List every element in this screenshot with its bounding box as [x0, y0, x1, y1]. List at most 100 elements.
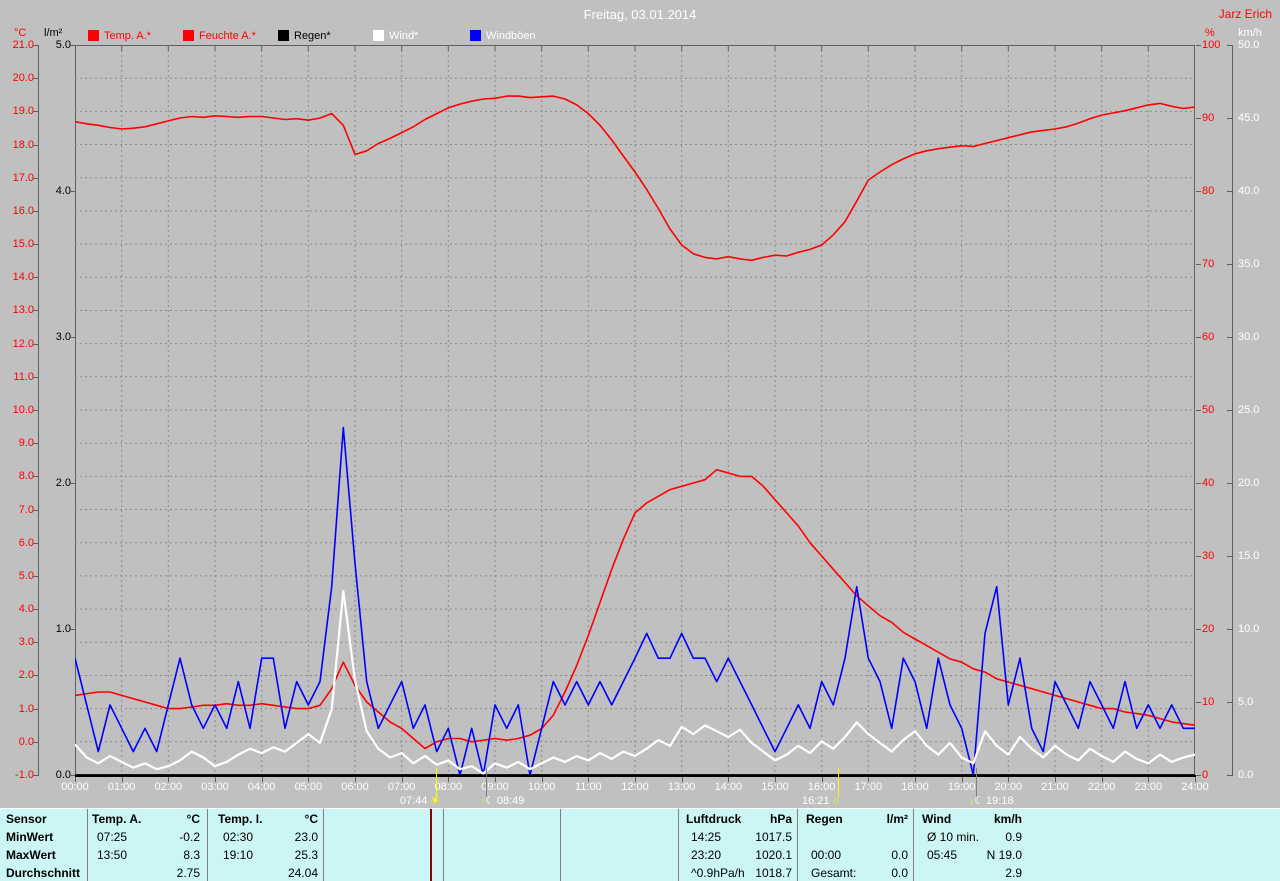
table-column-header: Luftdruck hPa — [686, 810, 792, 828]
y-tick-label: -1.0 — [15, 769, 34, 781]
legend-item: Feuchte A.* — [183, 29, 256, 42]
x-tick-label: 22:00 — [1087, 781, 1116, 793]
y-tick-label: 9.0 — [18, 437, 34, 450]
legend-label: Temp. A.* — [104, 29, 152, 42]
hour-tick — [1101, 777, 1103, 782]
axis-tick — [33, 45, 38, 46]
axis-tick — [1227, 775, 1232, 776]
hour-tick — [261, 777, 263, 782]
y-tick-label: 14.0 — [12, 271, 34, 284]
column-unit: l/m² — [886, 812, 908, 826]
legend-swatch-5 — [470, 30, 481, 41]
table-row-labels: Sensor MinWert MaxWert Durchschnitt — [6, 810, 84, 881]
x-tick-label: 01:00 — [107, 781, 136, 793]
x-tick-label: 19:00 — [947, 781, 976, 793]
cell-time: 00:00 — [811, 848, 842, 862]
x-tick-label: 04:00 — [247, 781, 276, 793]
legend-swatch-3 — [278, 30, 289, 41]
cell-value: 0.0 — [891, 848, 908, 862]
legend-item: Windböen — [470, 29, 536, 42]
x-tick-label: 16:00 — [807, 781, 836, 793]
x-tick-label: 03:00 — [201, 781, 229, 793]
x-tick-label: 05:00 — [294, 781, 323, 793]
y-tick-label: 80 — [1202, 185, 1215, 197]
hour-tick — [868, 777, 870, 782]
column-unit: km/h — [993, 812, 1022, 826]
moonrise-marker-line — [486, 768, 488, 797]
y-tick-label: 18.0 — [12, 138, 34, 151]
cell-value: 1020.1 — [755, 848, 792, 862]
table-column-temp-a-: Temp. A. °C 07:25 -0.2 13:50 8.3 2.75 — [92, 810, 200, 881]
x-tick-label: 14:00 — [714, 781, 743, 793]
axis-tick — [33, 741, 38, 743]
legend-swatch-1 — [88, 30, 99, 41]
y-tick-label: 40 — [1202, 477, 1215, 489]
axis-tick — [70, 775, 75, 776]
x-tick-label: 11:00 — [574, 781, 602, 793]
column-unit: °C — [304, 812, 318, 826]
y-tick-label: 1.0 — [55, 623, 71, 635]
x-tick-label: 10:00 — [527, 781, 556, 793]
y-tick-label: 5.0 — [18, 569, 34, 582]
y-tick-label: 3.0 — [18, 636, 34, 649]
table-row: 14:25 1017.5 — [686, 828, 792, 846]
cell-value: N 19.0 — [986, 848, 1022, 862]
humidity-axis-unit: % — [1205, 27, 1215, 39]
y-tick-label: 3.0 — [55, 331, 71, 343]
axis-tick — [33, 443, 38, 445]
legend-label: Regen* — [294, 29, 331, 42]
axis-tick — [33, 642, 38, 644]
axis-tick — [1227, 629, 1232, 630]
table-row-label: MinWert — [6, 830, 54, 844]
moonrise-time-label: 08:49 — [496, 794, 525, 807]
legend-label: Windböen — [486, 29, 536, 42]
sunset-marker: 16:21 ☼ — [802, 794, 841, 807]
y-tick-label: 2.0 — [55, 477, 71, 489]
y-tick-label: 4.0 — [18, 603, 34, 616]
legend-swatch-4 — [373, 30, 384, 41]
cell-value: -0.2 — [179, 830, 200, 844]
hour-tick — [588, 777, 590, 782]
table-row: 07:25 -0.2 — [92, 828, 200, 846]
x-tick-label: 20:00 — [994, 781, 1023, 793]
y-tick-label: 20.0 — [1238, 477, 1260, 489]
y-tick-label: 25.0 — [1238, 404, 1260, 416]
axis-tick — [1196, 556, 1201, 557]
moonset-marker: ↓☾ 19:18 — [970, 794, 1014, 807]
series-wind — [75, 589, 1195, 775]
axis-tick — [1227, 556, 1232, 557]
temp-axis-unit: °C — [14, 27, 27, 39]
hour-tick — [961, 777, 963, 782]
x-tick-label: 17:00 — [854, 781, 883, 793]
axis-tick — [1227, 702, 1232, 703]
table-column-header: Wind km/h — [922, 810, 1022, 828]
y-tick-label: 2.0 — [18, 669, 34, 682]
cell-value: 23.0 — [294, 830, 318, 844]
table-red-divider — [430, 809, 432, 881]
axis-tick — [70, 45, 75, 46]
hour-tick — [541, 777, 543, 782]
x-tick-label: 13:00 — [667, 781, 696, 793]
y-tick-label: 12.0 — [12, 337, 34, 350]
table-row: 2.9 — [922, 864, 1022, 881]
legend-label: Wind* — [389, 29, 419, 42]
cell-time: ^0.9hPa/h — [691, 866, 745, 880]
table-separator — [87, 809, 88, 881]
y-tick-label: 1.0 — [18, 702, 34, 715]
x-tick-label: 23:00 — [1134, 781, 1163, 793]
cell-value: 0.0 — [891, 866, 908, 880]
table-column-header: Temp. A. °C — [92, 810, 200, 828]
cell-value: 1017.5 — [755, 830, 792, 844]
table-separator — [913, 809, 914, 881]
y-tick-label: 100 — [1202, 39, 1221, 51]
hour-tick — [355, 777, 356, 782]
table-column-temp-i-: Temp. I. °C 02:30 23.0 19:10 25.3 24.04 — [218, 810, 318, 881]
axis-tick — [33, 509, 38, 511]
table-row: 13:50 8.3 — [92, 846, 200, 864]
x-tick-label: 24:00 — [1181, 781, 1209, 793]
axis-tick — [1196, 629, 1201, 630]
axis-tick — [1196, 702, 1201, 703]
axis-tick — [33, 609, 38, 611]
statistics-table: Sensor MinWert MaxWert Durchschnitt Temp. A.… — [0, 808, 1280, 881]
y-tick-label: 0.0 — [1238, 769, 1254, 781]
